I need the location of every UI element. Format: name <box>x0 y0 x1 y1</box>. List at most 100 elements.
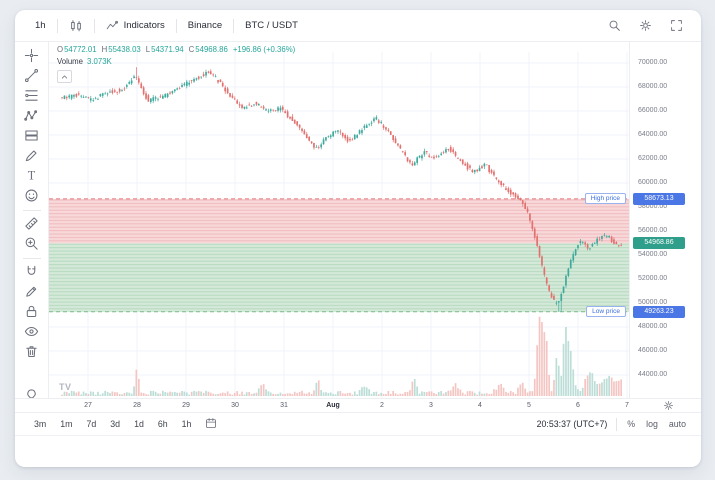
date-tick: 30 <box>231 402 239 409</box>
clock-timezone-button[interactable]: 20:53:37 (UTC+7) <box>536 419 608 429</box>
range-3d-button[interactable]: 3d <box>110 419 121 429</box>
zoom-in-icon <box>24 236 39 254</box>
price-tick: 46000.00 <box>638 347 668 354</box>
date-tick: 29 <box>182 402 190 409</box>
range-1h-button[interactable]: 1h <box>181 419 192 429</box>
price-tick: 66000.00 <box>638 107 668 114</box>
high-value: 55438.03 <box>108 45 141 54</box>
trendline-tool[interactable] <box>19 67 45 86</box>
price-axis[interactable]: 70000.00 68000.00 66000.00 64000.00 62000.00… <box>629 42 701 412</box>
collapse-pane-button[interactable] <box>57 70 72 83</box>
change-value: +196.86 (+0.36%) <box>232 45 296 54</box>
long-position-icon <box>24 128 39 146</box>
close-label: C <box>188 45 195 54</box>
chart-style-button[interactable] <box>65 16 87 36</box>
xabcd-pattern-icon <box>24 108 39 126</box>
chart-area[interactable]: O54772.01 H55438.03 L54371.94 C54968.86 +196… <box>49 42 629 398</box>
log-scale-button[interactable]: log <box>646 419 658 429</box>
magnet-icon <box>24 264 39 282</box>
price-tick: 50000.00 <box>638 299 668 306</box>
volume-value: 3.073K <box>87 57 112 66</box>
indicators-button[interactable]: Indicators <box>102 16 169 35</box>
brush-tool[interactable] <box>19 147 45 166</box>
date-tick: 2 <box>380 402 384 409</box>
toolbar-separator <box>93 18 95 33</box>
gear-icon <box>663 399 674 414</box>
range-1d-button[interactable]: 1d <box>134 419 144 429</box>
range-7d-button[interactable]: 7d <box>86 419 97 429</box>
emoji-tool[interactable] <box>19 187 45 206</box>
chevron-up-icon <box>60 69 69 84</box>
low-label: L <box>145 45 151 54</box>
toolbar-separator <box>22 258 41 259</box>
drawing-toolbar: T <box>15 42 49 412</box>
low-price-chip[interactable]: Low price <box>586 305 626 317</box>
pattern-tool[interactable] <box>19 107 45 126</box>
delete-tool[interactable] <box>19 343 45 362</box>
price-tick: 70000.00 <box>638 59 668 66</box>
percent-scale-button[interactable]: % <box>627 419 636 429</box>
ohlc-legend: O54772.01 H55438.03 L54371.94 C54968.86 +196… <box>57 45 300 54</box>
fullscreen-button[interactable] <box>666 16 687 35</box>
fib-retracement-icon <box>24 88 39 106</box>
volume-legend: Volume 3.073K <box>57 57 300 66</box>
range-1m-button[interactable]: 1m <box>60 419 73 429</box>
date-tick: 27 <box>84 402 92 409</box>
lock-tool[interactable] <box>19 303 45 322</box>
price-tick: 52000.00 <box>638 275 668 282</box>
candlestick-icon <box>69 19 83 33</box>
chart-canvas[interactable] <box>49 42 629 398</box>
price-tick: 58000.00 <box>638 203 668 210</box>
indicators-icon <box>106 19 119 32</box>
price-tick: 64000.00 <box>638 131 668 138</box>
range-3m-button[interactable]: 3m <box>34 419 47 429</box>
volume-label: Volume <box>57 57 84 66</box>
low-value: 54371.94 <box>151 45 184 54</box>
go-to-date-button[interactable] <box>204 415 218 433</box>
hide-tool[interactable] <box>19 323 45 342</box>
zoom-in-tool[interactable] <box>19 235 45 254</box>
date-tick: Aug <box>326 402 340 409</box>
toolbar-separator <box>175 18 177 33</box>
range-6h-button[interactable]: 6h <box>157 419 168 429</box>
settings-button[interactable] <box>635 16 656 35</box>
draw-tool[interactable] <box>19 283 45 302</box>
axis-settings-button[interactable] <box>663 399 674 413</box>
tradingview-logo[interactable]: TV <box>59 382 72 392</box>
high-price-badge: 58673.13 <box>633 192 685 205</box>
high-label: H <box>101 45 108 54</box>
time-axis[interactable]: 27 28 29 30 31 Aug 2 3 4 5 6 7 <box>15 398 701 412</box>
top-toolbar-left: 1h Indicators Binance BTC / USDT <box>31 16 302 36</box>
trash-icon <box>24 344 39 362</box>
high-price-chip[interactable]: High price <box>584 192 626 204</box>
price-tick: 60000.00 <box>638 179 668 186</box>
range-buttons: 3m 1m 7d 3d 1d 6h 1h <box>33 415 218 433</box>
price-tick: 68000.00 <box>638 83 668 90</box>
auto-scale-button[interactable]: auto <box>668 419 686 429</box>
gear-icon <box>639 19 652 32</box>
top-toolbar-right <box>594 16 687 35</box>
symbol-button[interactable]: BTC / USDT <box>241 17 302 34</box>
ruler-icon <box>24 216 39 234</box>
text-tool[interactable]: T <box>19 167 45 186</box>
search-button[interactable] <box>604 16 625 35</box>
indicators-label: Indicators <box>123 20 165 31</box>
exchange-button[interactable]: Binance <box>184 17 226 34</box>
date-tick: 4 <box>478 402 482 409</box>
measure-tool[interactable] <box>19 215 45 234</box>
calendar-icon <box>205 418 217 431</box>
price-tick: 62000.00 <box>638 155 668 162</box>
emoji-icon <box>24 188 39 206</box>
eye-icon <box>24 324 39 342</box>
position-tool[interactable] <box>19 127 45 146</box>
magnet-tool[interactable] <box>19 263 45 282</box>
date-tick: 28 <box>133 402 141 409</box>
timeframe-button[interactable]: 1h <box>31 17 50 34</box>
fib-retracement-tool[interactable] <box>19 87 45 106</box>
svg-text:T: T <box>28 168 36 182</box>
toolbar-separator <box>56 18 58 33</box>
crosshair-tool[interactable] <box>19 47 45 66</box>
lock-icon <box>24 304 39 322</box>
fullscreen-icon <box>670 19 683 32</box>
